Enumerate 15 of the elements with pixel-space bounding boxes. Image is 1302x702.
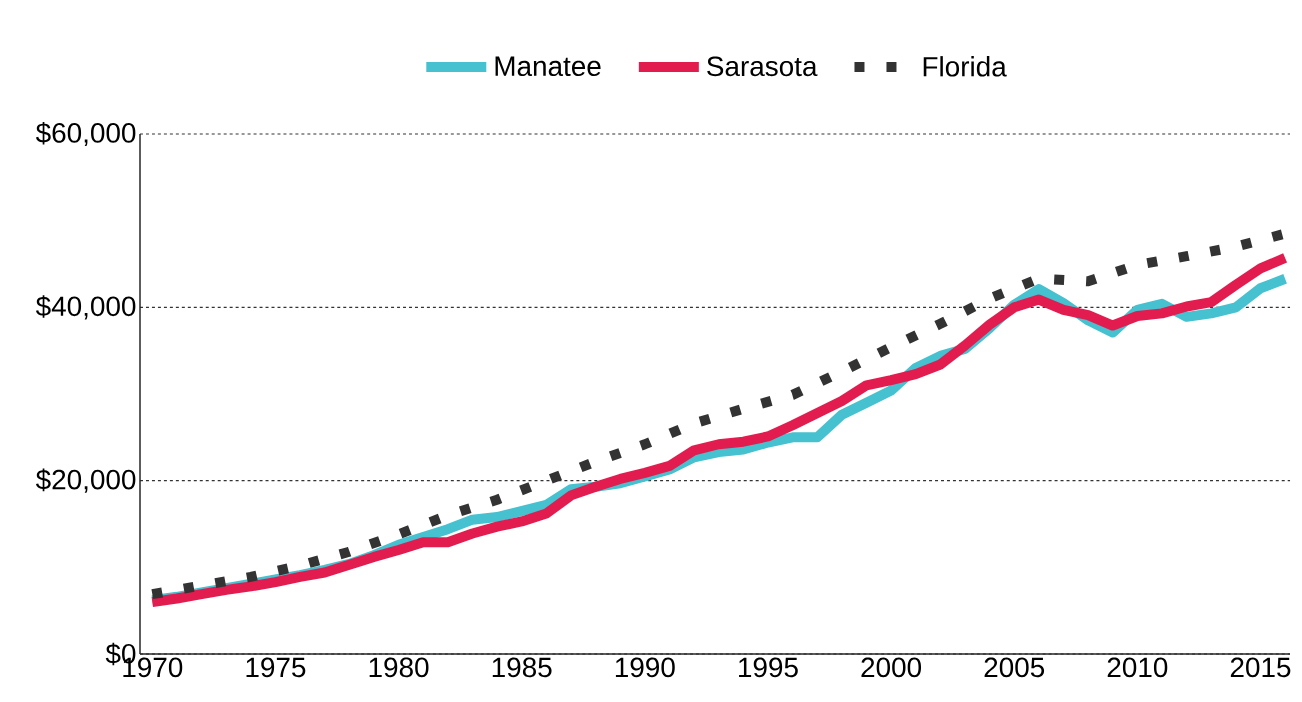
y-tick-label: $20,000 <box>35 468 136 493</box>
legend-label: Florida <box>923 56 1007 77</box>
x-tick-label: 2005 <box>984 657 1045 678</box>
y-tick-label: $40,000 <box>35 295 136 320</box>
legend-label: Manatee <box>495 56 601 77</box>
x-tick-label: 2015 <box>1230 657 1291 678</box>
x-tick-label: 1980 <box>369 657 429 678</box>
legend-label: Sarasota <box>707 56 818 77</box>
x-tick-label: 1990 <box>615 657 675 678</box>
x-tick-label: 2010 <box>1107 657 1168 678</box>
x-tick-label: 1985 <box>492 657 552 678</box>
x-tick-label: 1995 <box>739 657 798 678</box>
x-tick-label: 2000 <box>861 657 922 678</box>
y-tick-label: $60,000 <box>35 121 136 147</box>
x-tick-label: 1975 <box>246 657 306 678</box>
